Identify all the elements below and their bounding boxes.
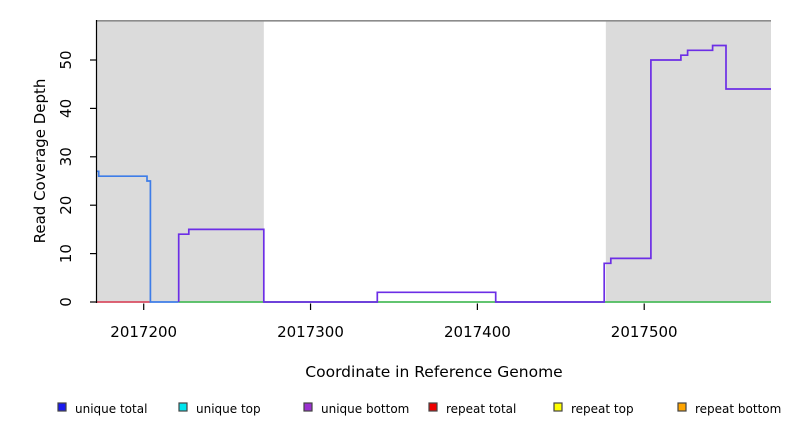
legend-item: repeat top xyxy=(553,402,634,416)
y-tick-label: 30 xyxy=(57,147,75,166)
y-tick-label: 10 xyxy=(57,244,75,263)
repeat-region-right xyxy=(605,20,771,303)
legend-label: repeat total xyxy=(446,402,516,416)
x-tick-label: 2017200 xyxy=(110,323,177,341)
legend-swatch xyxy=(57,402,67,412)
legend-label: repeat top xyxy=(571,402,634,416)
y-tick-label: 0 xyxy=(57,297,75,307)
series-lines xyxy=(97,19,771,303)
y-axis: 0 10 20 30 40 50 xyxy=(57,20,98,307)
legend-item: unique top xyxy=(178,402,261,416)
legend-swatch xyxy=(553,402,563,412)
legend-item: repeat bottom xyxy=(677,402,781,416)
y-tick-label: 40 xyxy=(57,99,75,118)
legend-label: unique bottom xyxy=(321,402,409,416)
repeat-region-left xyxy=(97,20,264,303)
unique-total-line xyxy=(97,170,179,303)
repeat-regions xyxy=(97,20,771,303)
x-axis: 2017200 2017300 2017400 2017500 xyxy=(110,303,678,341)
legend-swatch xyxy=(178,402,188,412)
y-tick-label: 50 xyxy=(57,50,75,69)
legend-item: unique bottom xyxy=(303,402,409,416)
legend-swatch xyxy=(677,402,687,412)
legend-swatch xyxy=(428,402,438,412)
unique-bottom-line xyxy=(177,44,771,303)
legend-item: repeat total xyxy=(428,402,516,416)
legend: unique total unique top unique bottom repea… xyxy=(57,402,781,416)
legend-swatch xyxy=(303,402,313,412)
y-axis-title: Read Coverage Depth xyxy=(31,79,49,244)
legend-label: repeat bottom xyxy=(695,402,781,416)
legend-label: unique total xyxy=(75,402,147,416)
legend-item: unique total xyxy=(57,402,147,416)
x-tick-label: 2017500 xyxy=(611,323,678,341)
x-axis-title: Coordinate in Reference Genome xyxy=(305,363,562,381)
x-tick-label: 2017400 xyxy=(444,323,511,341)
x-tick-label: 2017300 xyxy=(277,323,344,341)
legend-label: unique top xyxy=(196,402,261,416)
y-tick-label: 20 xyxy=(57,196,75,215)
